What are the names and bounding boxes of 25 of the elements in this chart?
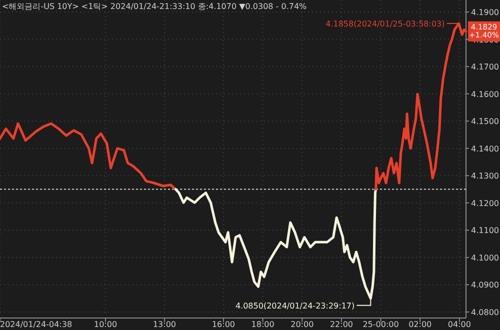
y-tick-label: 4.0900 <box>471 280 499 290</box>
y-tick-label: 4.0800 <box>471 308 499 317</box>
x-tick-label: 22:00 <box>330 320 353 329</box>
y-tick-label: 4.1500 <box>471 117 499 126</box>
x-tick-label: 2024/01/24-04:38 <box>0 320 72 329</box>
x-tick-label: 25-00:00 <box>362 320 399 329</box>
y-tick-label: 4.1300 <box>471 172 499 181</box>
line-series <box>0 122 177 191</box>
x-tick-label: 04:00 <box>448 320 471 329</box>
y-tick-label: 4.1600 <box>471 90 499 99</box>
y-tick-label: 4.1400 <box>471 144 499 154</box>
y-tick-label: 4.1900 <box>471 8 499 17</box>
y-tick-label: 4.1100 <box>471 226 499 236</box>
x-tick-label: 13:00 <box>152 320 176 329</box>
x-tick-label: 20:00 <box>290 320 314 329</box>
x-tick-label: 02:00 <box>408 320 432 329</box>
y-tick-label: 4.1000 <box>471 253 499 262</box>
annotation: 4.1858(2024/01/25-03:58:03) <box>326 19 445 28</box>
x-tick-label: 10:00 <box>94 320 118 329</box>
annotation: 4.0850(2024/01/24-23:29:17) <box>235 301 355 310</box>
y-tick-label: 4.1200 <box>471 198 499 208</box>
x-tick-label: 18:00 <box>251 320 274 329</box>
chart-title: <해외금리-US 10Y> <1틱> 2024/01/24-21:33:10 종:4.1070 ▼0.0308 - 0.74% <box>2 2 308 11</box>
y-tick-label: 4.1700 <box>471 62 499 72</box>
x-tick-label: 16:00 <box>212 320 236 329</box>
